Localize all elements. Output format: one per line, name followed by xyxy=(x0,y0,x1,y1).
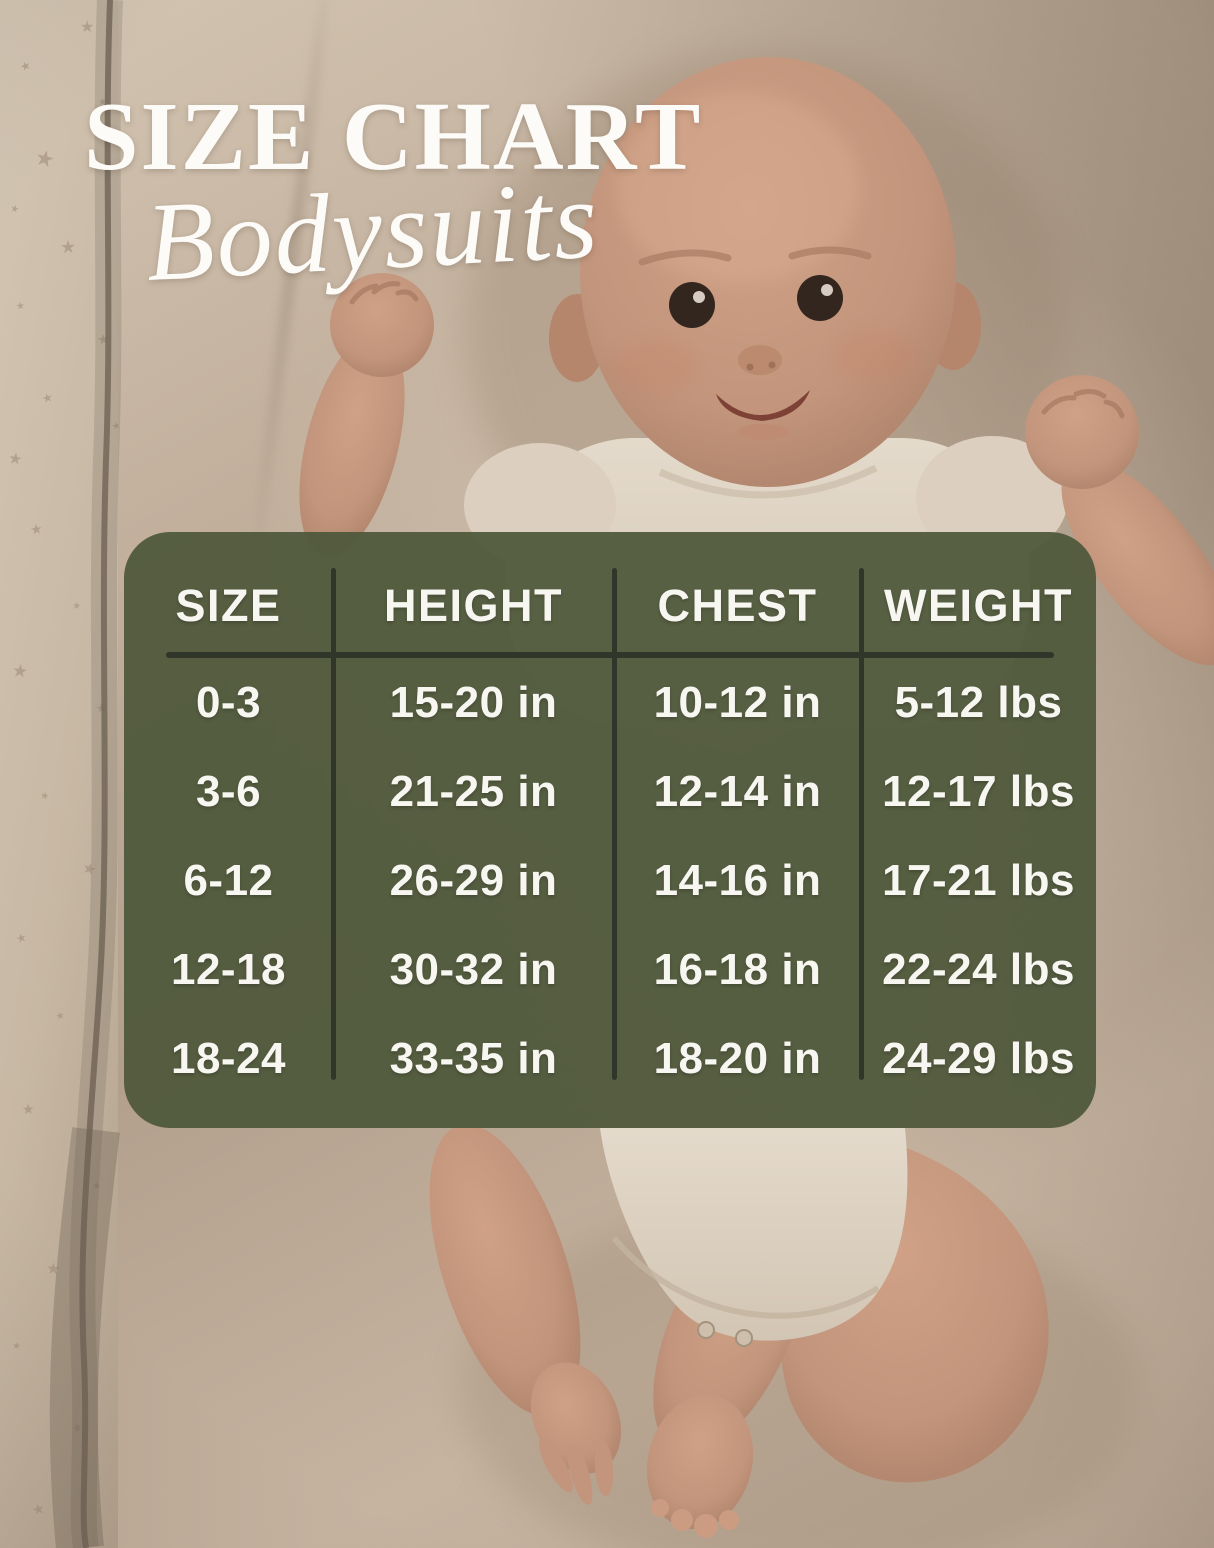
toe xyxy=(694,1514,718,1538)
baby-eye-left xyxy=(669,282,715,328)
table-cell: 21-25 in xyxy=(389,766,558,816)
finger xyxy=(594,1440,614,1496)
baby-smile xyxy=(716,390,810,421)
baby-foot xyxy=(646,1394,754,1530)
cheek-left xyxy=(614,338,698,394)
table-cell: 15-20 in xyxy=(389,677,558,727)
table-cell: 12-14 in xyxy=(653,766,822,816)
left-fist-fingers xyxy=(349,281,419,305)
baby-right-forearm xyxy=(1061,458,1214,666)
lower-lip xyxy=(737,424,789,440)
table-cell: 5-12 lbs xyxy=(894,677,1063,727)
eye-highlight-left xyxy=(693,291,705,303)
column-divider xyxy=(859,568,864,1080)
eye-highlight-right xyxy=(821,284,833,296)
nostril-left xyxy=(746,363,754,371)
baby-brow-left xyxy=(638,249,732,266)
table-cell: 17-21 lbs xyxy=(882,855,1075,905)
toe xyxy=(719,1510,739,1530)
table-cell: 3-6 xyxy=(195,766,262,816)
table-cell: 18-24 xyxy=(170,1033,287,1083)
column-header-height: HEIGHT xyxy=(383,580,563,631)
column-divider xyxy=(612,568,617,1080)
column-header-chest: CHEST xyxy=(657,580,818,631)
bodysuit-snap xyxy=(697,1321,715,1339)
table-cell: 10-12 in xyxy=(653,677,822,727)
table-cell: 30-32 in xyxy=(389,944,558,994)
table-cell: 12-18 xyxy=(170,944,287,994)
baby-nose xyxy=(738,345,782,375)
right-fist-fingers xyxy=(1041,388,1125,419)
column-divider xyxy=(331,568,336,1080)
bodysuit-neckline xyxy=(658,464,878,499)
baby-lower-arm xyxy=(429,1124,581,1416)
table-cell: 16-18 in xyxy=(653,944,822,994)
table-cell: 26-29 in xyxy=(389,855,558,905)
finger xyxy=(539,1439,573,1493)
table-cell: 6-12 xyxy=(183,855,274,905)
table-cell: 33-35 in xyxy=(389,1033,558,1083)
nostril-right xyxy=(768,361,776,369)
baby-brow-right xyxy=(788,246,872,260)
cheek-right xyxy=(832,328,916,384)
page-subtitle: Bodysuits xyxy=(142,157,603,305)
table-cell: 22-24 lbs xyxy=(882,944,1075,994)
baby-left-forearm xyxy=(299,332,405,558)
header-divider xyxy=(166,652,1054,658)
column-header-weight: WEIGHT xyxy=(884,580,1073,631)
star-fabric-strip: ★★★★★★★★★★★★★★★★★★★★★★★★★★★ xyxy=(0,0,118,1548)
finger xyxy=(567,1443,593,1505)
table-cell: 18-20 in xyxy=(653,1033,822,1083)
table-cell: 12-17 lbs xyxy=(882,766,1075,816)
table-cell: 24-29 lbs xyxy=(882,1033,1075,1083)
size-table-panel: SIZE HEIGHT CHEST WEIGHT 0-3 15-20 in 10… xyxy=(124,532,1096,1128)
bodysuit-seam xyxy=(611,1236,880,1319)
bodysuit-snap xyxy=(735,1329,753,1347)
page-title: SIZE CHART xyxy=(84,83,703,191)
column-header-size: SIZE xyxy=(175,580,282,631)
bodysuit-sleeve-right xyxy=(916,436,1068,560)
size-table: SIZE HEIGHT CHEST WEIGHT 0-3 15-20 in 10… xyxy=(124,532,1096,1128)
star-decoration: ★ xyxy=(80,19,95,36)
forehead-highlight xyxy=(616,93,860,283)
toe xyxy=(671,1509,693,1531)
baby-eye-right xyxy=(797,275,843,321)
table-cell: 14-16 in xyxy=(653,855,822,905)
toe xyxy=(651,1499,669,1517)
table-cell: 0-3 xyxy=(195,677,262,727)
